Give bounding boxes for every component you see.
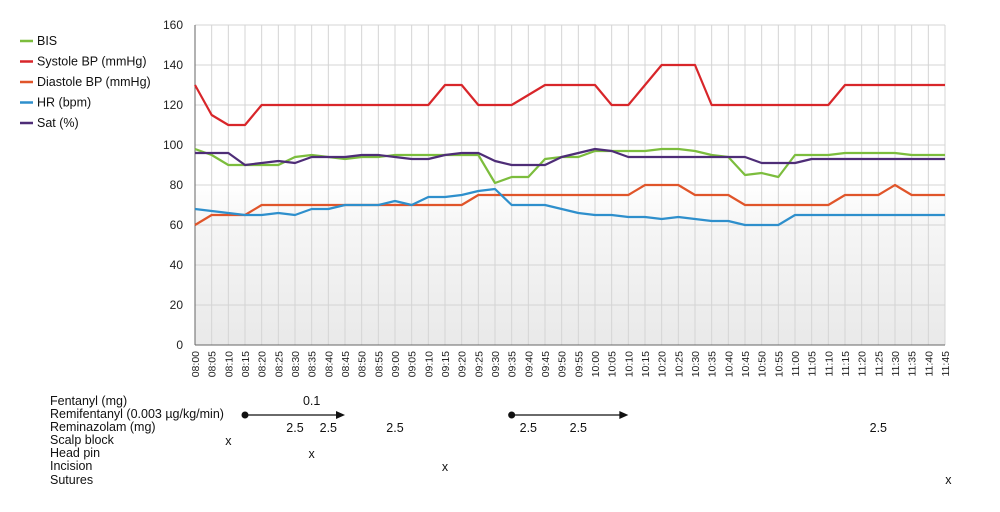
x-tick-label: 10:50 <box>757 351 769 377</box>
x-tick-label: 11:20 <box>857 351 869 377</box>
x-tick-label: 08:15 <box>240 351 252 377</box>
x-tick-label: 11:45 <box>940 351 952 377</box>
x-tick-label: 09:15 <box>440 351 452 377</box>
x-tick-label: 09:55 <box>573 351 585 377</box>
x-tick-label: 10:05 <box>607 351 619 377</box>
reminazolam-dose: 2.5 <box>870 421 887 435</box>
y-tick-label: 0 <box>176 338 183 352</box>
annotation-row-label: Head pin <box>50 446 100 460</box>
scalp-block-marker: x <box>225 434 232 448</box>
sutures-marker: x <box>945 473 952 487</box>
x-tick-label: 09:25 <box>473 351 485 377</box>
x-tick-label: 11:25 <box>873 351 885 377</box>
x-tick-label: 08:35 <box>307 351 319 377</box>
reminazolam-dose: 2.5 <box>520 421 537 435</box>
x-tick-label: 08:30 <box>290 351 302 377</box>
incision-marker: x <box>442 460 449 474</box>
annotation-row-label: Sutures <box>50 473 93 487</box>
infusion-start-dot <box>508 411 516 419</box>
x-tick-label: 10:45 <box>740 351 752 377</box>
head-pin-marker: x <box>309 447 316 461</box>
legend-label: Systole BP (mmHg) <box>37 55 147 69</box>
annotation-table: Fentanyl (mg)Remifentanyl (0.003 µg/kg/m… <box>50 394 952 487</box>
x-tick-label: 11:35 <box>907 351 919 377</box>
y-tick-label: 120 <box>163 98 183 112</box>
x-tick-label: 08:50 <box>357 351 369 377</box>
x-tick-label: 10:55 <box>773 351 785 377</box>
reminazolam-dose: 2.5 <box>570 421 587 435</box>
x-tick-label: 08:05 <box>207 351 219 377</box>
x-tick-label: 09:35 <box>507 351 519 377</box>
annotation-row-label: Scalp block <box>50 433 115 447</box>
x-tick-label: 09:50 <box>557 351 569 377</box>
legend-label: HR (bpm) <box>37 96 91 110</box>
x-tick-label: 10:20 <box>657 351 669 377</box>
series-line-hr <box>194 187 945 227</box>
y-tick-label: 140 <box>163 58 183 72</box>
x-tick-label: 11:10 <box>823 351 835 377</box>
x-tick-label: 09:10 <box>423 351 435 377</box>
x-tick-label: 09:05 <box>407 351 419 377</box>
reminazolam-dose: 2.5 <box>386 421 403 435</box>
y-tick-label: 80 <box>170 178 184 192</box>
x-tick-label: 08:40 <box>323 351 335 377</box>
infusion-arrow-head <box>336 411 345 419</box>
x-tick-label: 09:40 <box>523 351 535 377</box>
x-tick-label: 09:45 <box>540 351 552 377</box>
x-tick-label: 10:25 <box>673 351 685 377</box>
x-tick-label: 11:05 <box>807 351 819 377</box>
x-tick-label: 10:30 <box>690 351 702 377</box>
x-tick-label: 09:00 <box>390 351 402 377</box>
reminazolam-dose: 2.5 <box>286 421 303 435</box>
legend: BIS Systole BP (mmHg) Diastole BP (mmHg) HR… <box>20 34 151 130</box>
axes: 0 20 40 60 80 100 120 140 160 08:00 08:05 08:10 08:1… <box>163 18 952 377</box>
x-tick-label: 10:40 <box>723 351 735 377</box>
x-tick-label: 11:00 <box>790 351 802 377</box>
y-tick-label: 160 <box>163 18 183 32</box>
annotation-row-label: Reminazolam (mg) <box>50 420 156 434</box>
reminazolam-dose: 2.5 <box>320 421 337 435</box>
infusion-arrow-head <box>619 411 629 419</box>
x-tick-label: 09:20 <box>457 351 469 377</box>
x-tick-label: 10:35 <box>707 351 719 377</box>
x-tick-label: 10:10 <box>623 351 635 377</box>
annotation-row-label: Incision <box>50 459 92 473</box>
series-lines <box>194 63 945 227</box>
x-tick-label: 10:15 <box>640 351 652 377</box>
x-tick-label: 08:55 <box>373 351 385 377</box>
x-tick-label: 10:00 <box>590 351 602 377</box>
y-tick-label: 40 <box>170 258 184 272</box>
series-line-sat <box>195 147 945 167</box>
x-tick-label: 09:30 <box>490 351 502 377</box>
x-tick-label: 08:45 <box>340 351 352 377</box>
x-tick-label: 08:20 <box>257 351 269 377</box>
legend-label: BIS <box>37 34 57 48</box>
annotation-row-label: Fentanyl (mg) <box>50 394 127 408</box>
x-tick-label: 08:00 <box>190 351 202 377</box>
x-tick-label: 11:40 <box>923 351 935 377</box>
x-tick-label: 08:25 <box>273 351 285 377</box>
fentanyl-dose: 0.1 <box>303 394 320 408</box>
x-tick-label: 11:15 <box>840 351 852 377</box>
series-line-systole <box>194 63 945 127</box>
y-tick-label: 20 <box>170 298 184 312</box>
annotation-row-label: Remifentanyl (0.003 µg/kg/min) <box>50 407 224 421</box>
x-tick-label: 08:10 <box>223 351 235 377</box>
x-tick-label: 11:30 <box>890 351 902 377</box>
y-tick-label: 100 <box>163 138 183 152</box>
legend-label: Sat (%) <box>37 116 79 130</box>
series-line-diastole <box>194 183 945 226</box>
legend-label: Diastole BP (mmHg) <box>37 75 151 89</box>
y-tick-label: 60 <box>170 218 184 232</box>
